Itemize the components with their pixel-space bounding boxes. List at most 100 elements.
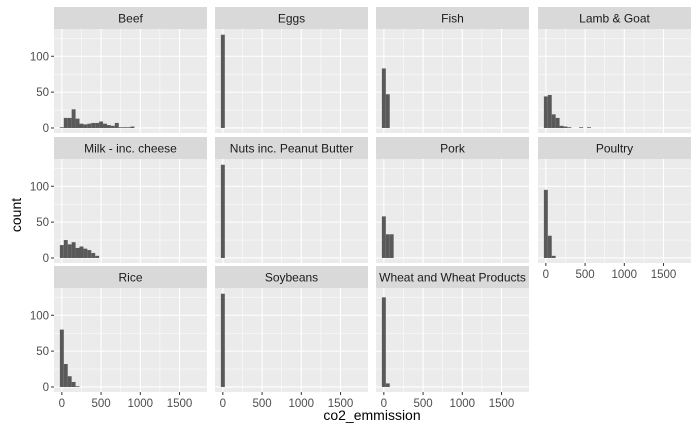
y-tick-label: 100 <box>30 181 49 193</box>
histogram-bar <box>75 247 80 258</box>
facet-plot-area <box>215 159 368 263</box>
facet-plot-area <box>54 159 207 263</box>
histogram-bar <box>543 96 548 128</box>
histogram-bar <box>59 245 64 258</box>
facet-strip <box>54 137 207 159</box>
histogram-bar <box>381 216 386 258</box>
facet-strip-label: Poultry <box>596 142 633 156</box>
x-tick-label: 1500 <box>489 398 515 410</box>
facet-strip <box>538 137 691 159</box>
y-tick-label: 0 <box>43 253 49 265</box>
histogram-bar <box>59 127 64 128</box>
histogram-bar <box>579 127 584 128</box>
x-tick-label: 1000 <box>128 398 154 410</box>
facet-plot-area <box>538 159 691 263</box>
histogram-bar <box>385 383 390 387</box>
histogram-bar <box>67 376 72 387</box>
facet-panel: Soybeans <box>215 266 368 392</box>
facet-strip <box>54 7 207 29</box>
histogram-bar <box>551 255 556 258</box>
histogram-bar <box>91 122 96 128</box>
x-tick-label: 1500 <box>328 398 354 410</box>
facet-panel: Pork <box>376 137 529 263</box>
histogram-bar <box>95 255 100 258</box>
facet-strip-label: Fish <box>441 12 464 26</box>
facet-strip-label: Soybeans <box>265 271 318 285</box>
histogram-bar <box>130 126 135 128</box>
y-tick-label: 50 <box>36 217 49 229</box>
y-tick-label: 100 <box>30 310 49 322</box>
histogram-bar <box>547 94 552 128</box>
facet-plot-area <box>215 288 368 392</box>
histogram-bar <box>106 125 111 128</box>
x-tick-label: 500 <box>575 269 594 281</box>
histogram-bar <box>122 127 127 128</box>
y-tick-label: 100 <box>30 51 49 63</box>
facet-plot-area <box>376 29 529 133</box>
histogram-bar <box>67 117 72 128</box>
histogram-bar <box>118 127 123 128</box>
histogram-bar <box>110 125 115 128</box>
histogram-bar <box>71 109 76 128</box>
histogram-bar <box>385 234 390 258</box>
histogram-bar <box>67 244 72 258</box>
facet-strip-label: Wheat and Wheat Products <box>379 271 526 285</box>
facet-strip <box>538 7 691 29</box>
facet-strip <box>376 137 529 159</box>
histogram-bar <box>103 123 107 128</box>
y-axis-title: count <box>8 198 24 232</box>
x-tick-label: 1500 <box>167 398 193 410</box>
facet-plot-area <box>54 29 207 133</box>
facet-strip <box>215 266 368 288</box>
histogram-bar <box>563 126 568 128</box>
facet-panel: Beef <box>54 7 207 133</box>
histogram-bar <box>114 122 119 128</box>
histogram-bar <box>99 121 104 128</box>
facet-plot-area <box>538 29 691 133</box>
histogram-bar <box>381 68 386 128</box>
facet-panel: Rice <box>54 266 207 392</box>
histogram-bar <box>63 117 68 128</box>
histogram-bar <box>385 94 390 128</box>
histogram-bar <box>126 127 131 128</box>
facet-strip-label: Eggs <box>278 12 305 26</box>
histogram-bar <box>87 250 92 258</box>
histogram-bar <box>75 118 80 128</box>
facet-panel: Lamb & Goat <box>538 7 691 133</box>
facet-panel: Fish <box>376 7 529 133</box>
facet-panel: Nuts inc. Peanut Butter <box>215 137 368 263</box>
y-tick-label: 0 <box>43 123 49 135</box>
x-tick-label: 1000 <box>612 269 638 281</box>
histogram-bar <box>543 189 548 258</box>
y-tick-label: 50 <box>36 87 49 99</box>
histogram-bar <box>389 234 394 258</box>
facet-strip <box>376 7 529 29</box>
facet-strip <box>215 137 368 159</box>
histogram-bar <box>63 240 68 258</box>
x-axis-title: co2_emmission <box>323 407 420 423</box>
histogram-bar <box>551 114 556 128</box>
histogram-bar <box>559 125 564 128</box>
facet-plot-area <box>54 288 207 392</box>
histogram-bar <box>547 235 552 258</box>
histogram-bar <box>381 297 386 387</box>
facet-strip-label: Milk - inc. cheese <box>84 142 177 156</box>
x-tick-label: 500 <box>413 398 432 410</box>
histogram-bar <box>59 329 64 387</box>
x-tick-label: 1000 <box>450 398 476 410</box>
histogram-bar <box>63 364 68 387</box>
histogram-bar <box>83 248 88 258</box>
histogram-bar <box>83 124 88 128</box>
histogram-bar <box>71 242 76 258</box>
facet-plot-area <box>376 159 529 263</box>
histogram-bar <box>71 381 76 387</box>
x-tick-label: 0 <box>220 398 226 410</box>
histogram-bar <box>87 123 92 128</box>
x-tick-label: 500 <box>91 398 110 410</box>
histogram-bar <box>220 293 225 387</box>
facet-strip-label: Lamb & Goat <box>579 12 650 26</box>
histogram-bar <box>95 122 100 128</box>
x-tick-label: 500 <box>252 398 271 410</box>
